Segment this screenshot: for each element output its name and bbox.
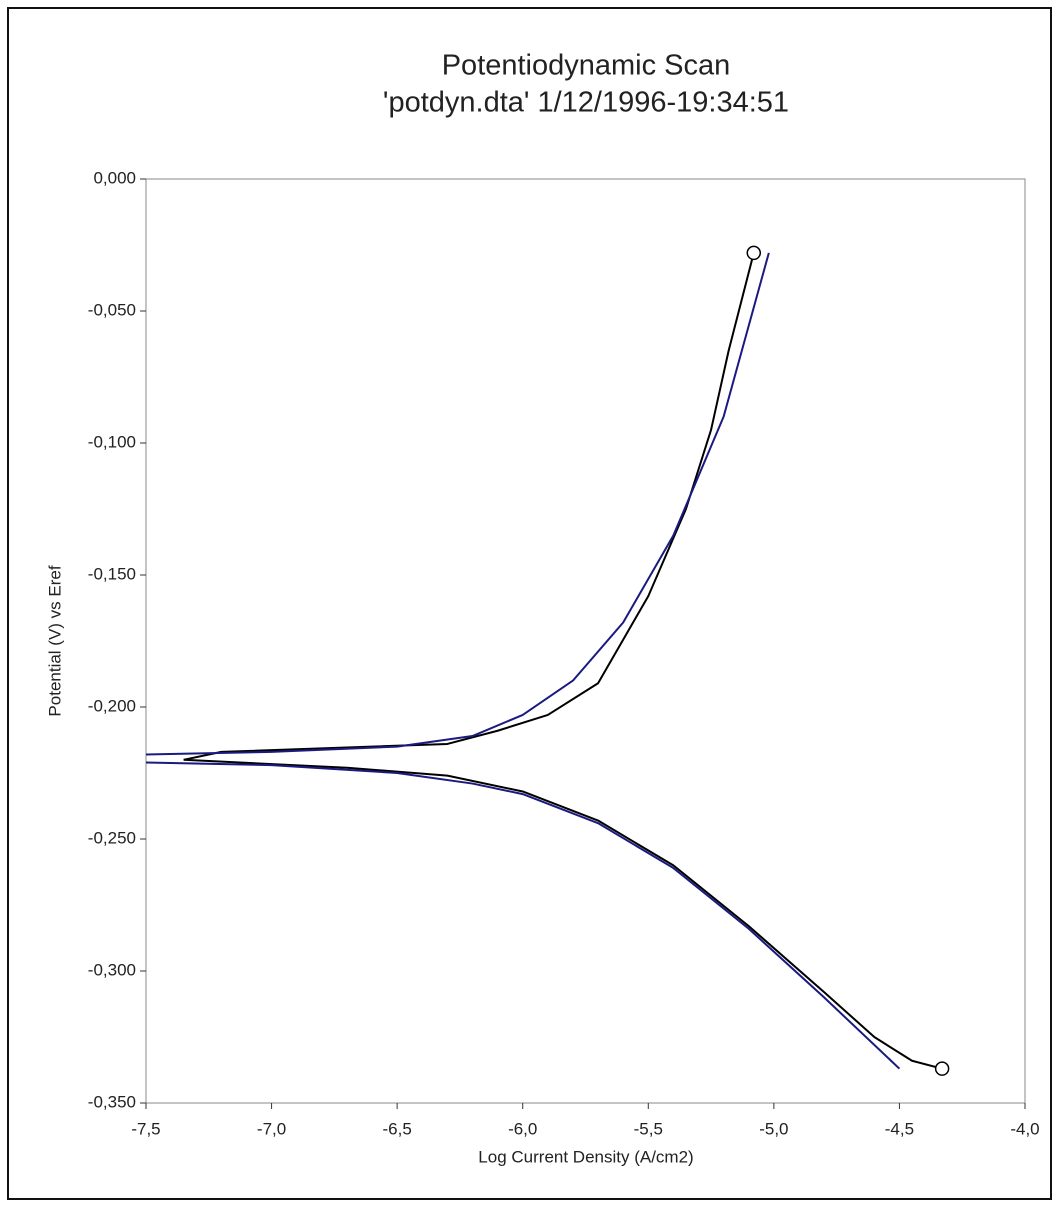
y-tick-label: -0,050 xyxy=(88,300,136,319)
frame xyxy=(7,7,1052,1200)
y-tick-label: -0,200 xyxy=(88,696,136,715)
x-axis-title: Log Current Density (A/cm2) xyxy=(478,1147,693,1166)
y-tick-label: -0,150 xyxy=(88,564,136,583)
curve xyxy=(145,761,901,1070)
x-tick-label: -4,5 xyxy=(885,1119,914,1138)
y-tick-label: -0,100 xyxy=(88,432,136,451)
y-tick-label: -0,350 xyxy=(88,1092,136,1111)
x-tick-label: -5,5 xyxy=(634,1119,663,1138)
x-tick-label: -4,0 xyxy=(1010,1119,1039,1138)
x-tick-label: -5,0 xyxy=(759,1119,788,1138)
y-tick-label: 0,000 xyxy=(93,168,136,187)
chart-title: Potentiodynamic Scan xyxy=(442,50,731,82)
y-tick-label: -0,300 xyxy=(88,960,136,979)
x-tick-label: -6,0 xyxy=(508,1119,537,1138)
end-marker xyxy=(746,245,762,261)
plot-area xyxy=(145,178,1026,1104)
y-axis-title: Potential (V) vs Eref xyxy=(45,565,64,716)
end-marker xyxy=(934,1061,950,1076)
x-tick-label: -6,5 xyxy=(382,1119,411,1138)
x-tick-label: -7,0 xyxy=(257,1119,286,1138)
x-tick-label: -7,5 xyxy=(131,1119,160,1138)
chart-subtitle: 'potdyn.dta' 1/12/1996-19:34:51 xyxy=(383,87,789,119)
y-tick-label: -0,250 xyxy=(88,828,136,847)
curve xyxy=(145,252,770,756)
curve xyxy=(183,758,943,1070)
curve xyxy=(183,252,755,761)
